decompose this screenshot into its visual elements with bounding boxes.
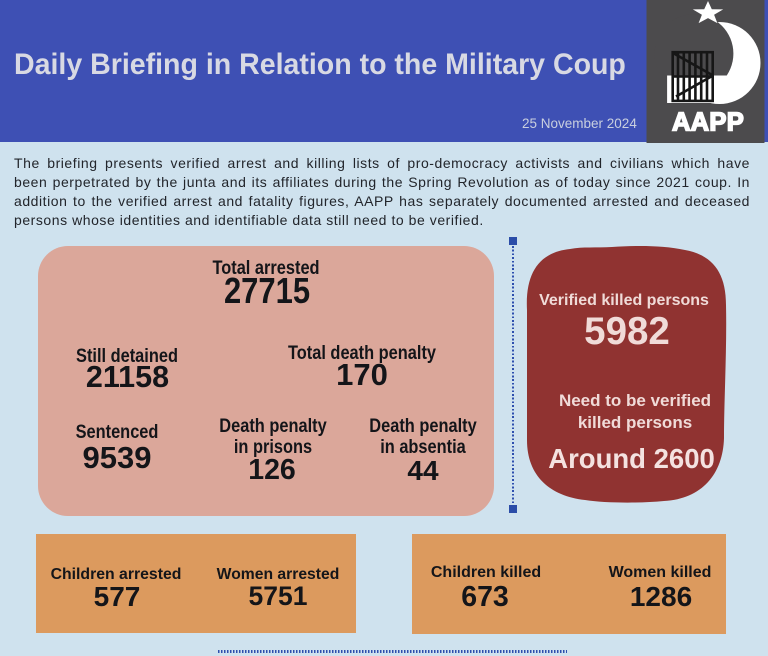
svg-text:AAPP: AAPP xyxy=(672,109,744,137)
